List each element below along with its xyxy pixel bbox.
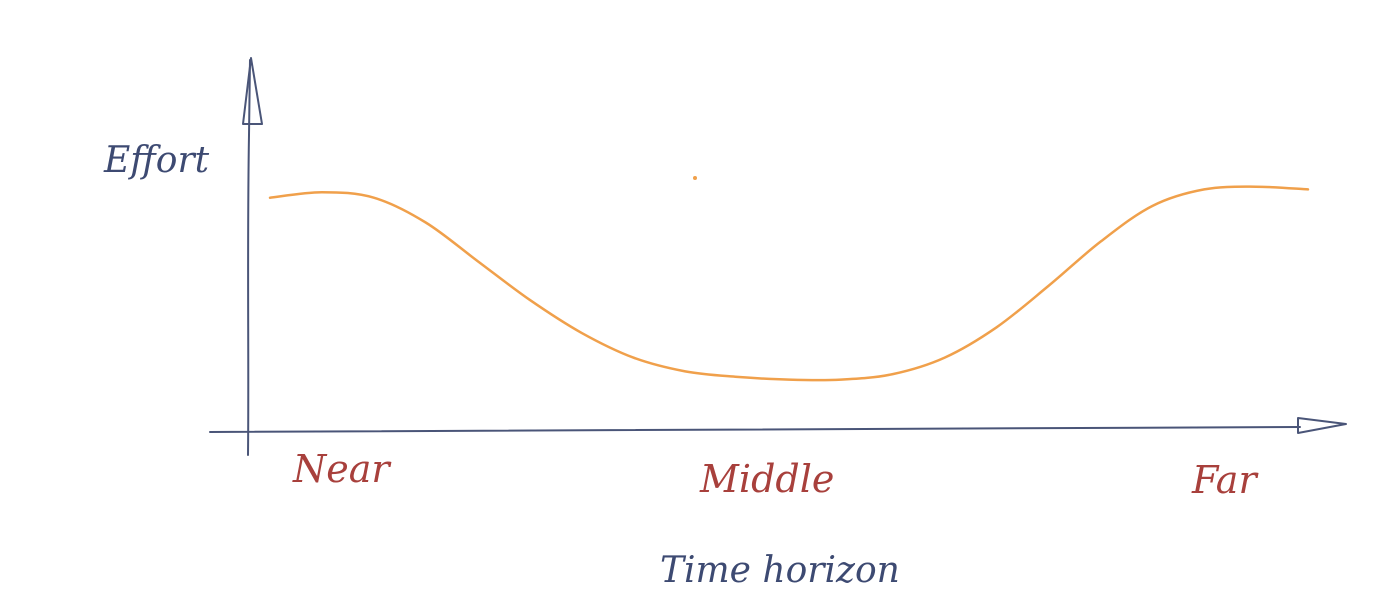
effort-curve-line [268,185,1310,382]
x-axis-line [209,426,1301,433]
series-group [268,185,1310,382]
stray-dot [693,176,697,180]
y-axis-line [247,59,251,456]
tick-label-far: Far [1191,458,1259,502]
tick-label-near: Near [292,447,392,491]
tick-label-middle: Middle [699,457,834,501]
x-axis-arrowhead [1297,417,1347,434]
y-axis-label: Effort [103,140,210,181]
y-axis-arrowhead [242,57,263,125]
x-axis-label: Time horizon [660,550,900,591]
